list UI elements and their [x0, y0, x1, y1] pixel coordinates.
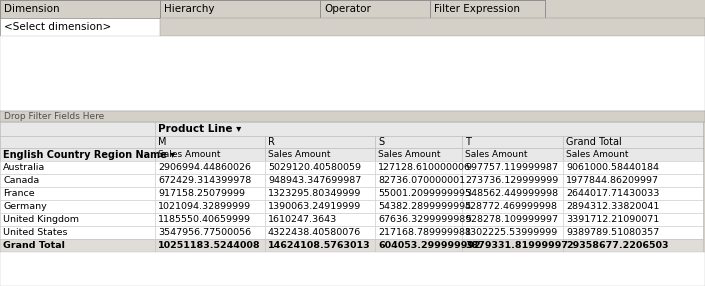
Text: 3879331.81999997: 3879331.81999997 — [465, 241, 568, 250]
Text: 604053.299999992: 604053.299999992 — [378, 241, 481, 250]
Text: 29358677.2206503: 29358677.2206503 — [566, 241, 668, 250]
Text: 1977844.86209997: 1977844.86209997 — [566, 176, 659, 185]
Text: 2644017.71430033: 2644017.71430033 — [566, 189, 659, 198]
Text: 2894312.33820041: 2894312.33820041 — [566, 202, 659, 211]
Text: 1390063.24919999: 1390063.24919999 — [268, 202, 361, 211]
Text: 672429.314399978: 672429.314399978 — [158, 176, 251, 185]
Text: Product Line ▾: Product Line ▾ — [158, 124, 241, 134]
Text: Canada: Canada — [3, 176, 39, 185]
Text: Grand Total: Grand Total — [566, 137, 622, 147]
Text: 1610247.3643: 1610247.3643 — [268, 215, 337, 224]
Text: Operator: Operator — [324, 4, 371, 14]
Text: 9061000.58440184: 9061000.58440184 — [566, 163, 659, 172]
Text: 1021094.32899999: 1021094.32899999 — [158, 202, 251, 211]
Text: 917158.25079999: 917158.25079999 — [158, 189, 245, 198]
Text: Filter Expression: Filter Expression — [434, 4, 520, 14]
Text: Germany: Germany — [3, 202, 47, 211]
Text: 1323295.80349999: 1323295.80349999 — [268, 189, 362, 198]
Text: R: R — [268, 137, 275, 147]
Text: 55001.2099999995: 55001.2099999995 — [378, 189, 471, 198]
Text: France: France — [3, 189, 35, 198]
Text: 3547956.77500056: 3547956.77500056 — [158, 228, 251, 237]
Text: Drop Filter Fields Here: Drop Filter Fields Here — [4, 112, 104, 121]
Text: Hierarchy: Hierarchy — [164, 4, 214, 14]
Text: Sales Amount: Sales Amount — [268, 150, 331, 159]
Text: Grand Total: Grand Total — [3, 241, 65, 250]
Text: 948943.347699987: 948943.347699987 — [268, 176, 361, 185]
Text: 997757.119999987: 997757.119999987 — [465, 163, 558, 172]
Text: 14624108.5763013: 14624108.5763013 — [268, 241, 371, 250]
Text: 2906994.44860026: 2906994.44860026 — [158, 163, 251, 172]
Text: T: T — [465, 137, 471, 147]
Text: Sales Amount: Sales Amount — [566, 150, 628, 159]
Text: 54382.2899999995: 54382.2899999995 — [378, 202, 471, 211]
Text: Australia: Australia — [3, 163, 45, 172]
Text: 1302225.53999999: 1302225.53999999 — [465, 228, 558, 237]
Text: 5029120.40580059: 5029120.40580059 — [268, 163, 361, 172]
Text: 217168.789999988: 217168.789999988 — [378, 228, 471, 237]
Text: 67636.3299999989: 67636.3299999989 — [378, 215, 471, 224]
Text: 528278.109999997: 528278.109999997 — [465, 215, 558, 224]
Text: 10251183.5244008: 10251183.5244008 — [158, 241, 261, 250]
Text: United Kingdom: United Kingdom — [3, 215, 79, 224]
Text: <Select dimension>: <Select dimension> — [4, 22, 111, 32]
Text: United States: United States — [3, 228, 68, 237]
Text: Sales Amount: Sales Amount — [465, 150, 527, 159]
Text: M: M — [158, 137, 166, 147]
Text: Sales Amount: Sales Amount — [378, 150, 441, 159]
Text: 82736.070000001: 82736.070000001 — [378, 176, 465, 185]
Text: 9389789.51080357: 9389789.51080357 — [566, 228, 659, 237]
Text: 127128.610000006: 127128.610000006 — [378, 163, 471, 172]
Text: Dimension: Dimension — [4, 4, 60, 14]
Text: 348562.449999998: 348562.449999998 — [465, 189, 558, 198]
Text: English Country Region Name ▾: English Country Region Name ▾ — [3, 150, 175, 160]
Text: S: S — [378, 137, 384, 147]
Text: 1185550.40659999: 1185550.40659999 — [158, 215, 251, 224]
Text: 428772.469999998: 428772.469999998 — [465, 202, 558, 211]
Text: 4322438.40580076: 4322438.40580076 — [268, 228, 361, 237]
Text: 3391712.21090071: 3391712.21090071 — [566, 215, 659, 224]
Text: Sales Amount: Sales Amount — [158, 150, 221, 159]
Text: 273736.129999999: 273736.129999999 — [465, 176, 558, 185]
